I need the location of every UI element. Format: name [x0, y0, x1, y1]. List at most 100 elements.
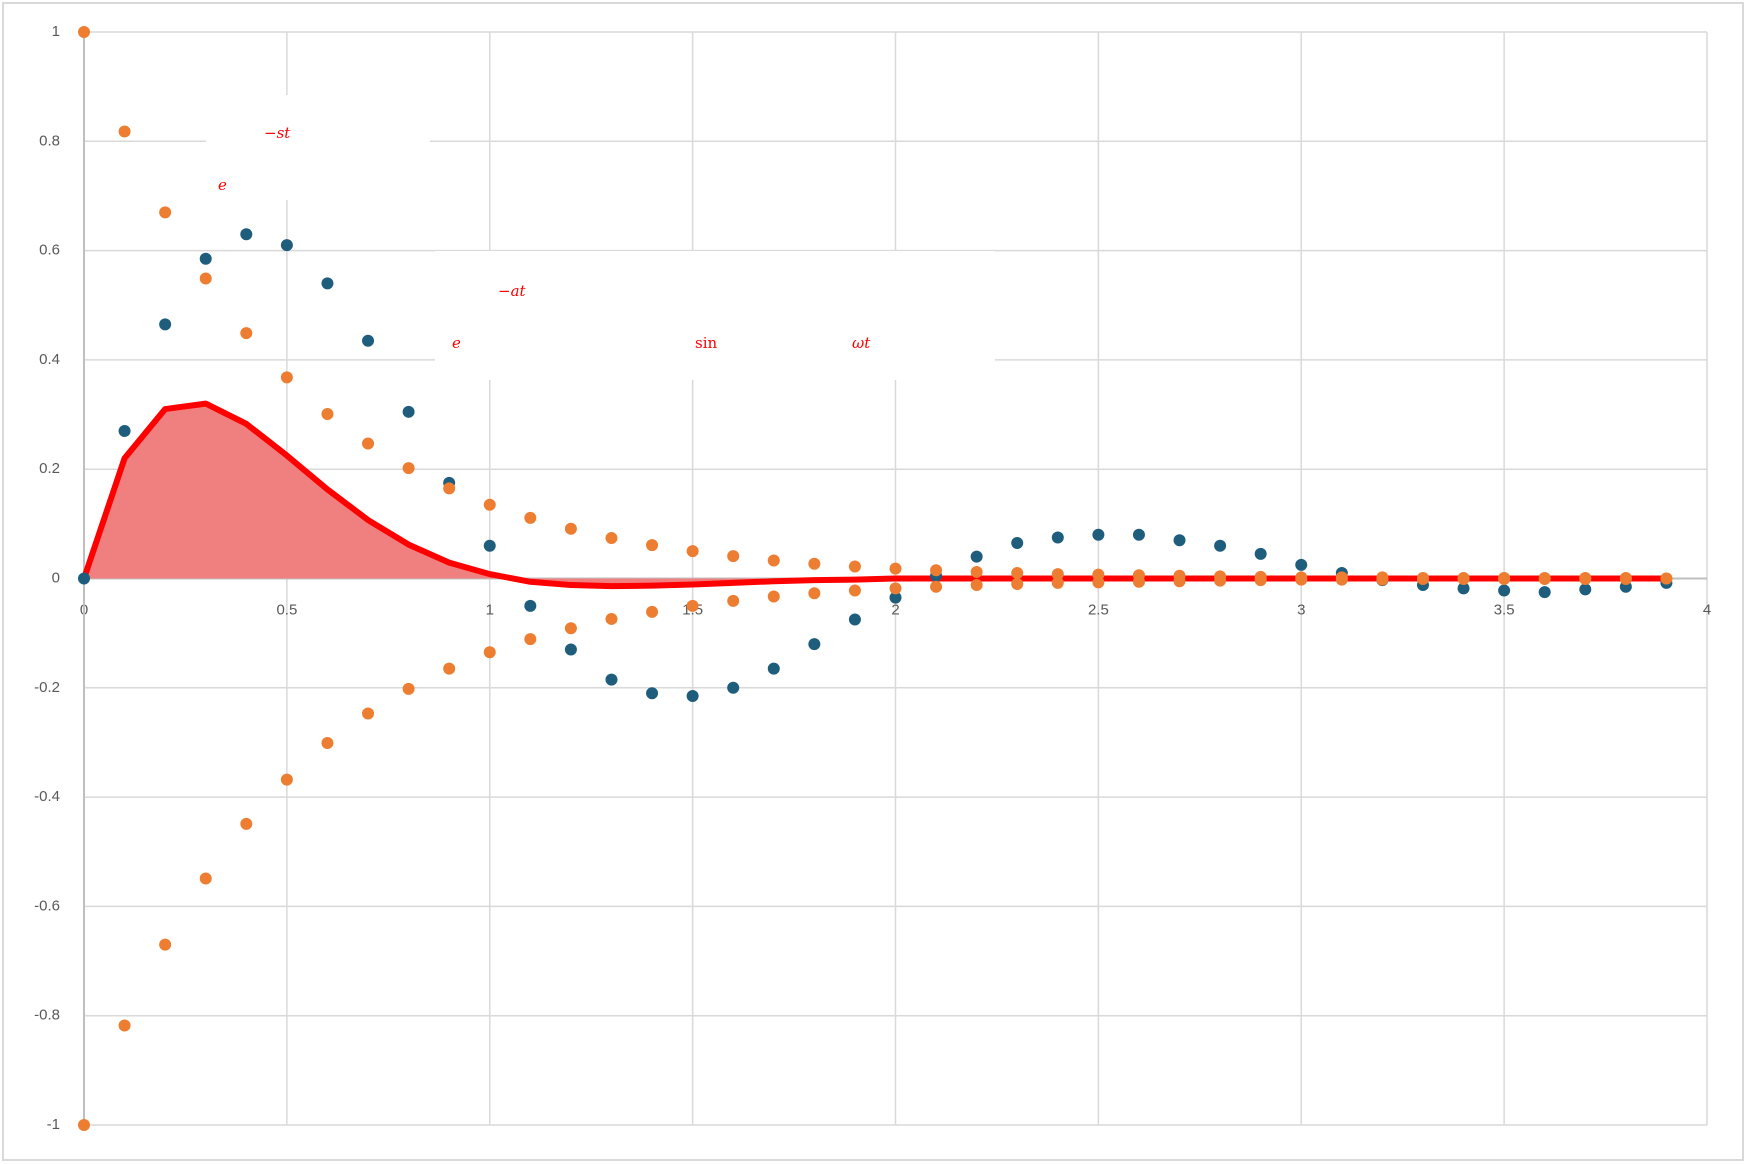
annotation-base: e — [452, 334, 461, 352]
marker — [524, 599, 537, 612]
marker — [402, 682, 415, 695]
marker — [159, 938, 172, 951]
marker — [889, 591, 902, 604]
marker — [240, 817, 253, 830]
marker — [767, 590, 780, 603]
marker — [930, 580, 943, 593]
marker — [118, 1019, 131, 1032]
y-tick-label: -0.8 — [34, 1007, 60, 1024]
y-tick-label: -0.6 — [34, 897, 60, 914]
marker — [1295, 558, 1308, 571]
marker — [1254, 574, 1267, 587]
marker — [78, 26, 90, 38]
marker — [1173, 575, 1186, 588]
marker — [848, 584, 861, 597]
y-tick-label: -0.4 — [34, 788, 60, 805]
marker — [483, 498, 496, 511]
marker — [1132, 528, 1145, 541]
marker — [1011, 577, 1024, 590]
marker — [159, 318, 172, 331]
marker — [1619, 573, 1632, 586]
marker — [362, 437, 375, 450]
marker — [1538, 573, 1551, 586]
marker — [1295, 573, 1308, 586]
marker — [1051, 531, 1064, 544]
marker — [686, 545, 699, 558]
marker — [321, 408, 334, 421]
marker — [483, 646, 496, 659]
marker — [848, 613, 861, 626]
marker — [1579, 583, 1592, 596]
marker — [240, 327, 253, 340]
marker — [1051, 568, 1064, 581]
marker — [1132, 575, 1145, 588]
marker — [564, 522, 577, 535]
marker — [1457, 573, 1470, 586]
marker — [646, 605, 659, 618]
annotation-sup: −at — [498, 282, 527, 300]
marker — [848, 560, 861, 573]
marker — [605, 612, 618, 625]
y-tick-label: 0.4 — [39, 351, 60, 368]
x-tick-label: 3.5 — [1494, 601, 1515, 618]
y-tick-label: -0.2 — [34, 679, 60, 696]
x-tick-label: 1 — [486, 601, 494, 618]
y-tick-label: 0.8 — [39, 132, 60, 149]
marker — [889, 562, 902, 575]
x-tick-label: 3 — [1297, 601, 1305, 618]
y-tick-label: 0.2 — [39, 460, 60, 477]
marker — [646, 687, 659, 700]
marker — [646, 539, 659, 552]
annotation-func: sin — [695, 334, 717, 352]
marker — [1498, 584, 1511, 597]
marker — [808, 587, 821, 600]
marker — [1457, 582, 1470, 595]
marker — [970, 579, 983, 592]
marker — [1416, 573, 1429, 586]
marker — [564, 622, 577, 635]
marker — [199, 252, 212, 265]
marker — [524, 633, 537, 646]
annotation-sup: −st — [264, 124, 291, 142]
marker — [1376, 573, 1389, 586]
annotation-box — [435, 251, 995, 380]
marker — [118, 125, 131, 138]
marker — [808, 557, 821, 570]
marker — [970, 550, 983, 563]
marker — [727, 681, 740, 694]
marker — [280, 371, 293, 384]
marker — [1335, 573, 1348, 586]
marker — [118, 424, 131, 437]
marker — [1092, 528, 1105, 541]
marker — [1498, 573, 1511, 586]
x-tick-label: 4 — [1703, 601, 1711, 618]
marker — [1011, 567, 1024, 580]
marker — [362, 334, 375, 347]
marker — [1051, 576, 1064, 589]
marker — [199, 272, 212, 285]
marker — [889, 582, 902, 595]
marker — [686, 599, 699, 612]
marker — [1254, 547, 1267, 560]
x-tick-label: 2 — [891, 601, 899, 618]
marker — [727, 594, 740, 607]
marker — [605, 532, 618, 545]
marker — [524, 511, 537, 524]
marker — [78, 572, 90, 585]
marker — [483, 539, 496, 552]
marker — [930, 564, 943, 577]
marker — [1579, 573, 1592, 586]
marker — [321, 277, 334, 290]
line — [81, 400, 1667, 590]
marker — [402, 462, 415, 475]
marker — [1214, 574, 1227, 587]
marker — [767, 662, 780, 675]
y-tick-label: -1 — [47, 1116, 60, 1133]
marker — [443, 662, 456, 675]
marker — [970, 565, 983, 578]
y-tick-label: 1 — [52, 23, 60, 40]
plot: -1-0.8-0.6-0.4-0.200.20.40.60.8100.511.5… — [34, 23, 1711, 1133]
marker — [280, 239, 293, 252]
annotation-box — [206, 95, 430, 200]
